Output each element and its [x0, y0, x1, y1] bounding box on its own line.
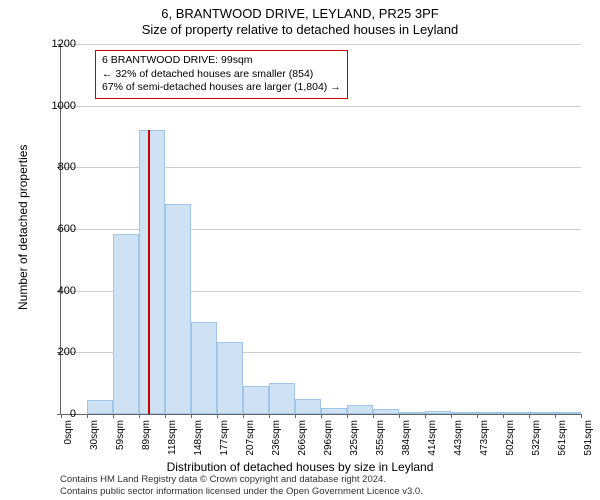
x-tick-label: 384sqm	[401, 420, 412, 456]
plot-area: 6 BRANTWOOD DRIVE: 99sqm ← 32% of detach…	[60, 44, 581, 415]
x-tick-mark	[139, 414, 140, 418]
footer-line-2: Contains public sector information licen…	[60, 486, 423, 497]
histogram-bar	[217, 342, 243, 414]
x-tick-mark	[555, 414, 556, 418]
histogram-bar	[165, 204, 191, 414]
x-tick-label: 0sqm	[63, 420, 74, 444]
x-tick-mark	[373, 414, 374, 418]
histogram-bar	[373, 409, 399, 414]
x-tick-mark	[165, 414, 166, 418]
histogram-bar	[321, 408, 347, 414]
histogram-bar	[477, 412, 503, 414]
histogram-bar	[269, 383, 295, 414]
x-tick-label: 266sqm	[297, 420, 308, 456]
chart-container: 6, BRANTWOOD DRIVE, LEYLAND, PR25 3PF Si…	[0, 0, 600, 500]
histogram-bar	[295, 399, 321, 414]
gridline	[61, 44, 581, 45]
x-tick-mark	[347, 414, 348, 418]
x-tick-label: 59sqm	[115, 420, 126, 450]
info-line-1: 6 BRANTWOOD DRIVE: 99sqm	[102, 54, 341, 68]
y-axis-label: Number of detached properties	[16, 145, 30, 310]
gridline	[61, 106, 581, 107]
x-tick-label: 236sqm	[271, 420, 282, 456]
x-tick-label: 207sqm	[245, 420, 256, 456]
x-tick-mark	[321, 414, 322, 418]
x-tick-label: 118sqm	[167, 420, 178, 455]
x-tick-mark	[87, 414, 88, 418]
x-tick-label: 561sqm	[557, 420, 568, 456]
property-marker-line	[148, 130, 150, 414]
x-tick-label: 148sqm	[193, 420, 204, 456]
x-tick-mark	[451, 414, 452, 418]
x-tick-mark	[503, 414, 504, 418]
y-tick-label: 600	[36, 223, 76, 235]
info-box: 6 BRANTWOOD DRIVE: 99sqm ← 32% of detach…	[95, 50, 348, 99]
footer-text: Contains HM Land Registry data © Crown c…	[60, 474, 423, 497]
x-tick-label: 532sqm	[531, 420, 542, 456]
histogram-bar	[529, 412, 555, 414]
x-tick-label: 30sqm	[89, 420, 100, 450]
x-tick-mark	[243, 414, 244, 418]
x-tick-mark	[477, 414, 478, 418]
y-tick-label: 1200	[36, 38, 76, 50]
x-tick-mark	[399, 414, 400, 418]
y-tick-label: 200	[36, 346, 76, 358]
y-tick-label: 800	[36, 161, 76, 173]
histogram-bar	[243, 386, 269, 414]
x-tick-mark	[191, 414, 192, 418]
x-tick-label: 591sqm	[583, 420, 594, 456]
x-tick-label: 89sqm	[141, 420, 152, 450]
histogram-bar	[191, 322, 217, 415]
y-tick-label: 1000	[36, 100, 76, 112]
histogram-bar	[139, 130, 165, 414]
histogram-bar	[87, 400, 113, 414]
x-tick-label: 473sqm	[479, 420, 490, 456]
page-title: 6, BRANTWOOD DRIVE, LEYLAND, PR25 3PF	[0, 0, 600, 21]
x-tick-label: 443sqm	[453, 420, 464, 456]
histogram-bar	[425, 411, 451, 414]
info-line-2: ← 32% of detached houses are smaller (85…	[102, 68, 341, 82]
x-tick-mark	[425, 414, 426, 418]
x-tick-label: 177sqm	[219, 420, 230, 456]
histogram-bar	[399, 412, 425, 414]
histogram-bar	[555, 412, 581, 414]
y-tick-label: 400	[36, 285, 76, 297]
x-tick-mark	[113, 414, 114, 418]
y-tick-label: 0	[36, 408, 76, 420]
x-axis-label: Distribution of detached houses by size …	[0, 460, 600, 474]
x-tick-label: 502sqm	[505, 420, 516, 456]
histogram-bar	[503, 412, 529, 414]
histogram-bar	[113, 234, 139, 414]
x-tick-label: 296sqm	[323, 420, 334, 456]
x-tick-mark	[217, 414, 218, 418]
x-tick-mark	[529, 414, 530, 418]
x-tick-mark	[581, 414, 582, 418]
histogram-bar	[347, 405, 373, 414]
page-subtitle: Size of property relative to detached ho…	[0, 21, 600, 37]
x-tick-label: 355sqm	[375, 420, 386, 456]
histogram-bar	[451, 412, 477, 414]
x-tick-mark	[269, 414, 270, 418]
x-tick-label: 325sqm	[349, 420, 360, 456]
info-line-3: 67% of semi-detached houses are larger (…	[102, 81, 341, 95]
x-tick-label: 414sqm	[427, 420, 438, 456]
footer-line-1: Contains HM Land Registry data © Crown c…	[60, 474, 423, 485]
x-tick-mark	[295, 414, 296, 418]
